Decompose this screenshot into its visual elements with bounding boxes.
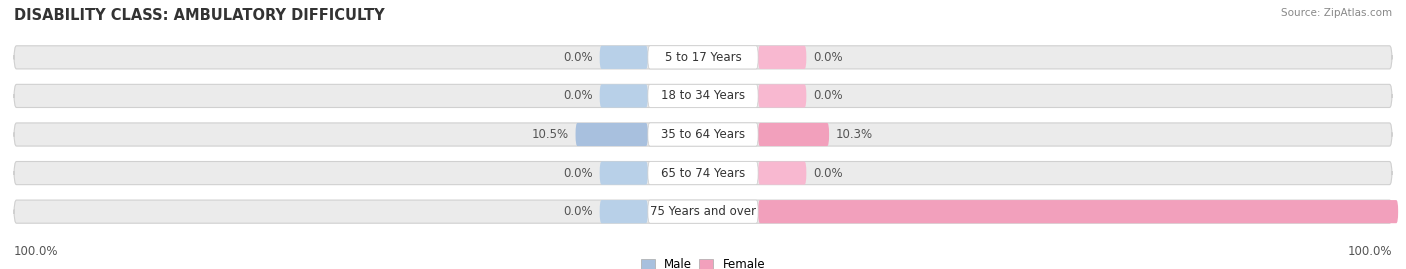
FancyBboxPatch shape bbox=[14, 46, 1392, 69]
FancyBboxPatch shape bbox=[14, 161, 1392, 185]
FancyBboxPatch shape bbox=[14, 84, 1392, 108]
Text: 0.0%: 0.0% bbox=[813, 51, 842, 64]
Text: 0.0%: 0.0% bbox=[813, 89, 842, 102]
FancyBboxPatch shape bbox=[648, 161, 758, 185]
FancyBboxPatch shape bbox=[599, 46, 648, 69]
FancyBboxPatch shape bbox=[758, 46, 807, 69]
FancyBboxPatch shape bbox=[599, 161, 648, 185]
Text: 100.0%: 100.0% bbox=[14, 245, 59, 258]
Text: 65 to 74 Years: 65 to 74 Years bbox=[661, 167, 745, 180]
Text: 35 to 64 Years: 35 to 64 Years bbox=[661, 128, 745, 141]
FancyBboxPatch shape bbox=[599, 200, 648, 223]
Text: 0.0%: 0.0% bbox=[564, 205, 593, 218]
FancyBboxPatch shape bbox=[758, 200, 1398, 223]
FancyBboxPatch shape bbox=[648, 46, 758, 69]
Legend: Male, Female: Male, Female bbox=[636, 253, 770, 269]
Text: 75 Years and over: 75 Years and over bbox=[650, 205, 756, 218]
Text: 0.0%: 0.0% bbox=[564, 89, 593, 102]
FancyBboxPatch shape bbox=[648, 200, 758, 223]
FancyBboxPatch shape bbox=[758, 123, 830, 146]
FancyBboxPatch shape bbox=[14, 123, 1392, 146]
FancyBboxPatch shape bbox=[575, 123, 648, 146]
Text: 0.0%: 0.0% bbox=[564, 51, 593, 64]
FancyBboxPatch shape bbox=[648, 123, 758, 146]
Text: 0.0%: 0.0% bbox=[813, 167, 842, 180]
Text: Source: ZipAtlas.com: Source: ZipAtlas.com bbox=[1281, 8, 1392, 18]
FancyBboxPatch shape bbox=[648, 84, 758, 108]
Text: 10.3%: 10.3% bbox=[837, 128, 873, 141]
Text: 10.5%: 10.5% bbox=[531, 128, 568, 141]
FancyBboxPatch shape bbox=[758, 84, 807, 108]
Text: 0.0%: 0.0% bbox=[564, 167, 593, 180]
Text: 18 to 34 Years: 18 to 34 Years bbox=[661, 89, 745, 102]
Text: DISABILITY CLASS: AMBULATORY DIFFICULTY: DISABILITY CLASS: AMBULATORY DIFFICULTY bbox=[14, 8, 385, 23]
FancyBboxPatch shape bbox=[599, 84, 648, 108]
FancyBboxPatch shape bbox=[758, 161, 807, 185]
Text: 100.0%: 100.0% bbox=[1347, 245, 1392, 258]
FancyBboxPatch shape bbox=[14, 200, 1392, 223]
Text: 5 to 17 Years: 5 to 17 Years bbox=[665, 51, 741, 64]
